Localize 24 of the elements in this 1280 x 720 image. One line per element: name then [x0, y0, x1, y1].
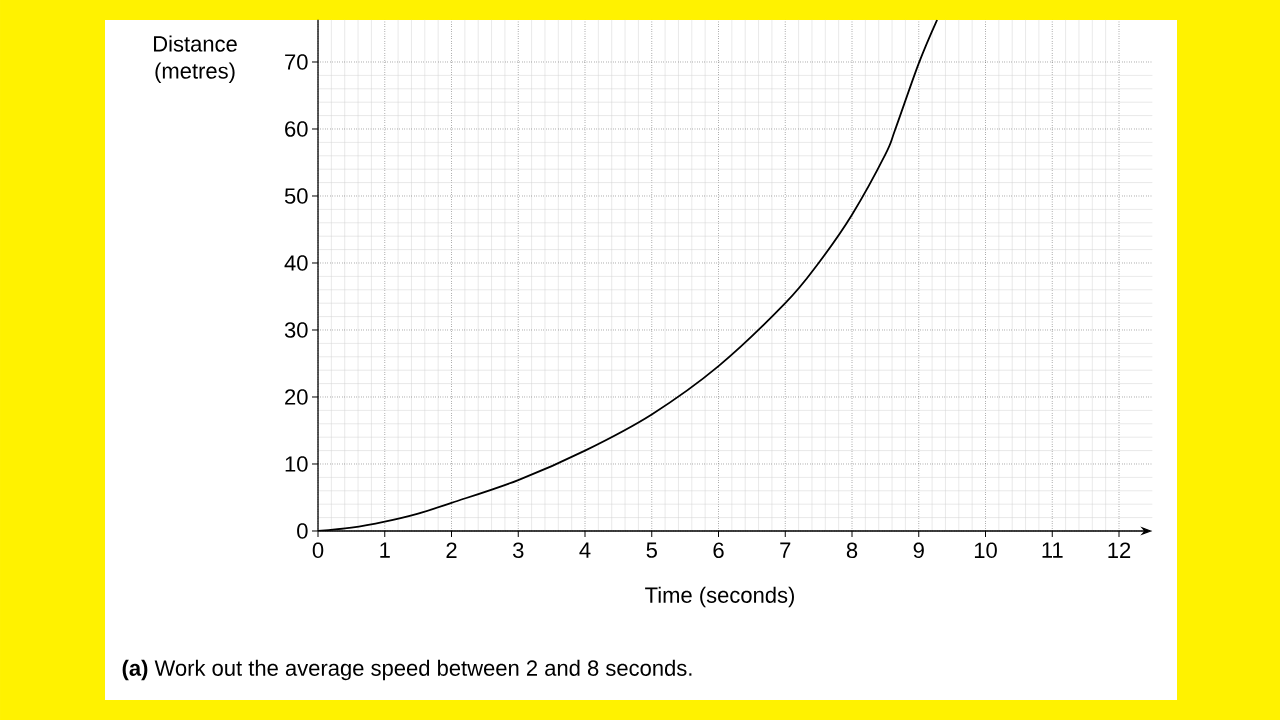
x-tick-label: 1 [380, 542, 390, 558]
x-tick-label: 6 [713, 542, 724, 559]
x-tick-label: 4 [579, 542, 591, 558]
y-tick-label: 30 [284, 322, 308, 338]
y-tick-label: 20 [285, 389, 308, 405]
y-tick-label: 10 [285, 456, 308, 472]
y-tick-label: 60 [285, 121, 308, 137]
y-tick-label: 0 [297, 523, 308, 539]
x-tick-label: 8 [846, 542, 858, 559]
x-tick-label: 11 [1042, 542, 1063, 558]
x-axis-title: Time (seconds) [645, 586, 794, 608]
y-axis-title: Distance (metres) [154, 35, 237, 84]
x-tick-label: 0 [312, 542, 324, 559]
x-tick-label: 2 [446, 542, 457, 558]
x-tick-label: 12 [1108, 542, 1131, 558]
y-tick-label: 40 [284, 255, 308, 271]
x-tick-label: 3 [512, 542, 524, 559]
y-tick-label: 50 [284, 188, 308, 204]
x-tick-label: 7 [780, 542, 791, 558]
x-tick-label: 10 [974, 542, 997, 559]
y-tick-label: 70 [285, 54, 308, 70]
x-tick-label: 9 [913, 542, 924, 559]
text: (a) Work out the average speed between 2 and 8 seconds. [122, 659, 692, 681]
x-tick-label: 5 [646, 542, 657, 558]
